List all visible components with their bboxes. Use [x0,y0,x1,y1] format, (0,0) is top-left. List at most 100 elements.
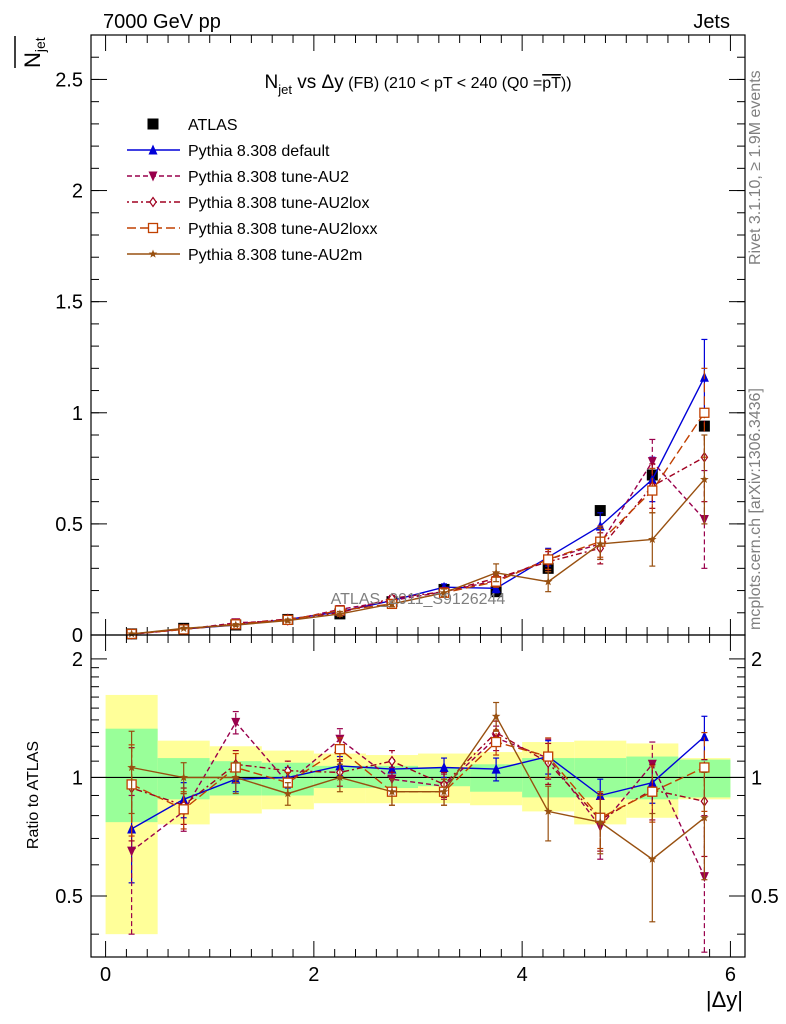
ratio-point-AU2m [231,773,240,782]
legend-marker-AU2lox [149,196,157,208]
upper-plot-area: 0 0.5 1 1.5 2 2.5 [55,34,746,647]
x-tick-label: 2 [308,964,319,986]
upper-point-default [491,582,501,593]
ratio-point-AU2m [127,763,136,772]
rivet-version-label: Rivet 3.1.10, ≥ 1.9M events [747,70,764,265]
upper-point-AU2m [283,616,293,625]
x-axis-title: |Δy| [706,987,743,1012]
upper-point-AU2m [439,588,449,597]
ratio-y-tick-label: 0.5 [55,886,83,908]
analysis-watermark: ATLAS_2011_S9126244 [331,591,506,608]
ratio-point-default [491,763,501,774]
ratio-point-AU2loxx [178,804,189,815]
upper-point-AU2m [387,599,397,608]
upper-y-tick-label: 1.5 [55,292,83,314]
header-left-label: 7000 GeV pp [103,11,221,33]
legend-marker-AU2 [148,171,158,182]
ratio-y-axis-title: Ratio to ATLAS [25,741,42,849]
upper-line-AU2 [131,460,705,635]
legend-entry-AU2lox: Pythia 8.308 tune-AU2lox [127,195,369,212]
ratio-y-tick-label: 1 [72,767,83,789]
ratio-point-AU2loxx [699,762,710,773]
upper-y-tick-label: 0.5 [55,514,83,536]
chart-title-close: )) [561,75,572,92]
x-tick-label: 6 [725,964,736,986]
legend-label-AU2lox: Pythia 8.308 tune-AU2lox [188,195,369,212]
ratio-point-AU2loxx [647,786,658,797]
chart-title-vs: vs Δy [292,72,344,93]
ratio-point-AU2m [543,806,553,815]
upper-point-AU2m [596,539,605,548]
upper-y-tick-label: 0 [72,625,83,647]
ratio-line-AU2m [131,714,705,861]
ratio-point-AU2 [127,846,137,857]
chart-title-sub: jet [277,82,292,97]
ratio-line-AU2lox [131,731,705,821]
ratio-y-tick-label-right: 2 [751,649,762,671]
ratio-point-AU2m [596,817,605,826]
legend-entry-AU2m: Pythia 8.308 tune-AU2m [127,247,362,264]
legend-entry-AU2loxx: Pythia 8.308 tune-AU2loxx [127,221,377,238]
ratio-point-AU2loxx [334,743,346,755]
upper-line-AU2m [131,478,705,635]
upper-point-AU2m [127,629,136,638]
upper-series-AU2 [127,438,709,640]
ratio-point-AU2loxx [543,751,554,762]
upper-y-tick-label: 2 [72,181,83,203]
ratio-y-tick-label-right: 0.5 [751,886,779,908]
upper-series-AU2m [127,434,709,638]
upper-line-AU2lox [131,456,705,635]
ratio-point-AU2m [700,813,709,822]
upper-point-AU2loxx [543,554,554,565]
ratio-point-default [387,763,397,774]
ratio-point-AU2m [648,854,657,863]
ratio-point-AU2m [491,711,501,720]
legend-label-AU2: Pythia 8.308 tune-AU2 [188,169,349,186]
ratio-point-AU2m [179,773,188,782]
x-tick-label: 0 [100,964,111,986]
ratio-point-default [699,731,709,742]
header-right-label: Jets [693,11,730,33]
legend: ATLAS Pythia 8.308 default Pythia 8.308 tu… [127,117,377,264]
legend-marker-ATLAS [147,118,159,130]
legend-label-AU2loxx: Pythia 8.308 tune-AU2loxx [188,221,377,238]
legend-marker-AU2loxx [147,222,159,234]
legend-label-AU2m: Pythia 8.308 tune-AU2m [188,247,362,264]
ratio-point-AU2lox [388,755,396,767]
legend-entry-default: Pythia 8.308 default [127,143,330,160]
ratio-point-AU2loxx [490,736,502,748]
upper-point-AU2m [491,568,501,577]
legend-entry-AU2: Pythia 8.308 tune-AU2 [127,169,349,186]
chart-title-range: (210 < pT < 240 (Q0 = [384,75,542,92]
ratio-point-AU2m [335,773,345,782]
mcplots-reference-label: mcplots.cern.ch [arXiv:1306.3436] [747,388,764,630]
ratio-point-AU2m [387,787,397,796]
legend-marker-default [148,144,158,155]
upper-point-AU2m [179,623,188,632]
upper-point-AU2loxx [699,407,710,418]
ratio-y-tick-label: 2 [72,649,83,671]
legend-label-ATLAS: ATLAS [188,117,238,134]
upper-point-AU2m [700,474,709,484]
legend-entry-ATLAS: ATLAS [147,117,238,134]
ratio-series-AU2m [127,701,709,923]
chart-title-fb: (FB) [344,75,384,92]
ratio-y-tick-label-right: 1 [751,767,762,789]
y-axis-title-subscript: jet [32,37,48,53]
upper-y-tick-label: 1 [72,403,83,425]
upper-point-AU2loxx [647,485,658,496]
legend-marker-AU2m [148,249,158,258]
ratio-line-AU2loxx [131,741,705,819]
upper-point-AU2 [647,457,657,468]
y-axis-title-main: N [20,52,45,68]
upper-point-AU2m [231,620,240,629]
chart-title: Njet vs Δy (FB) (210 < pT < 240 (Q0 =pT)… [264,72,571,97]
upper-point-AU2m [335,609,345,618]
upper-point-AU2m [648,534,657,544]
ratio-point-AU2m [283,789,293,798]
y-axis-title: Njet [14,36,48,68]
ratio-line-default [131,736,705,830]
upper-point-ATLAS [594,505,606,517]
chart-title-ptbar: pT [542,75,561,92]
